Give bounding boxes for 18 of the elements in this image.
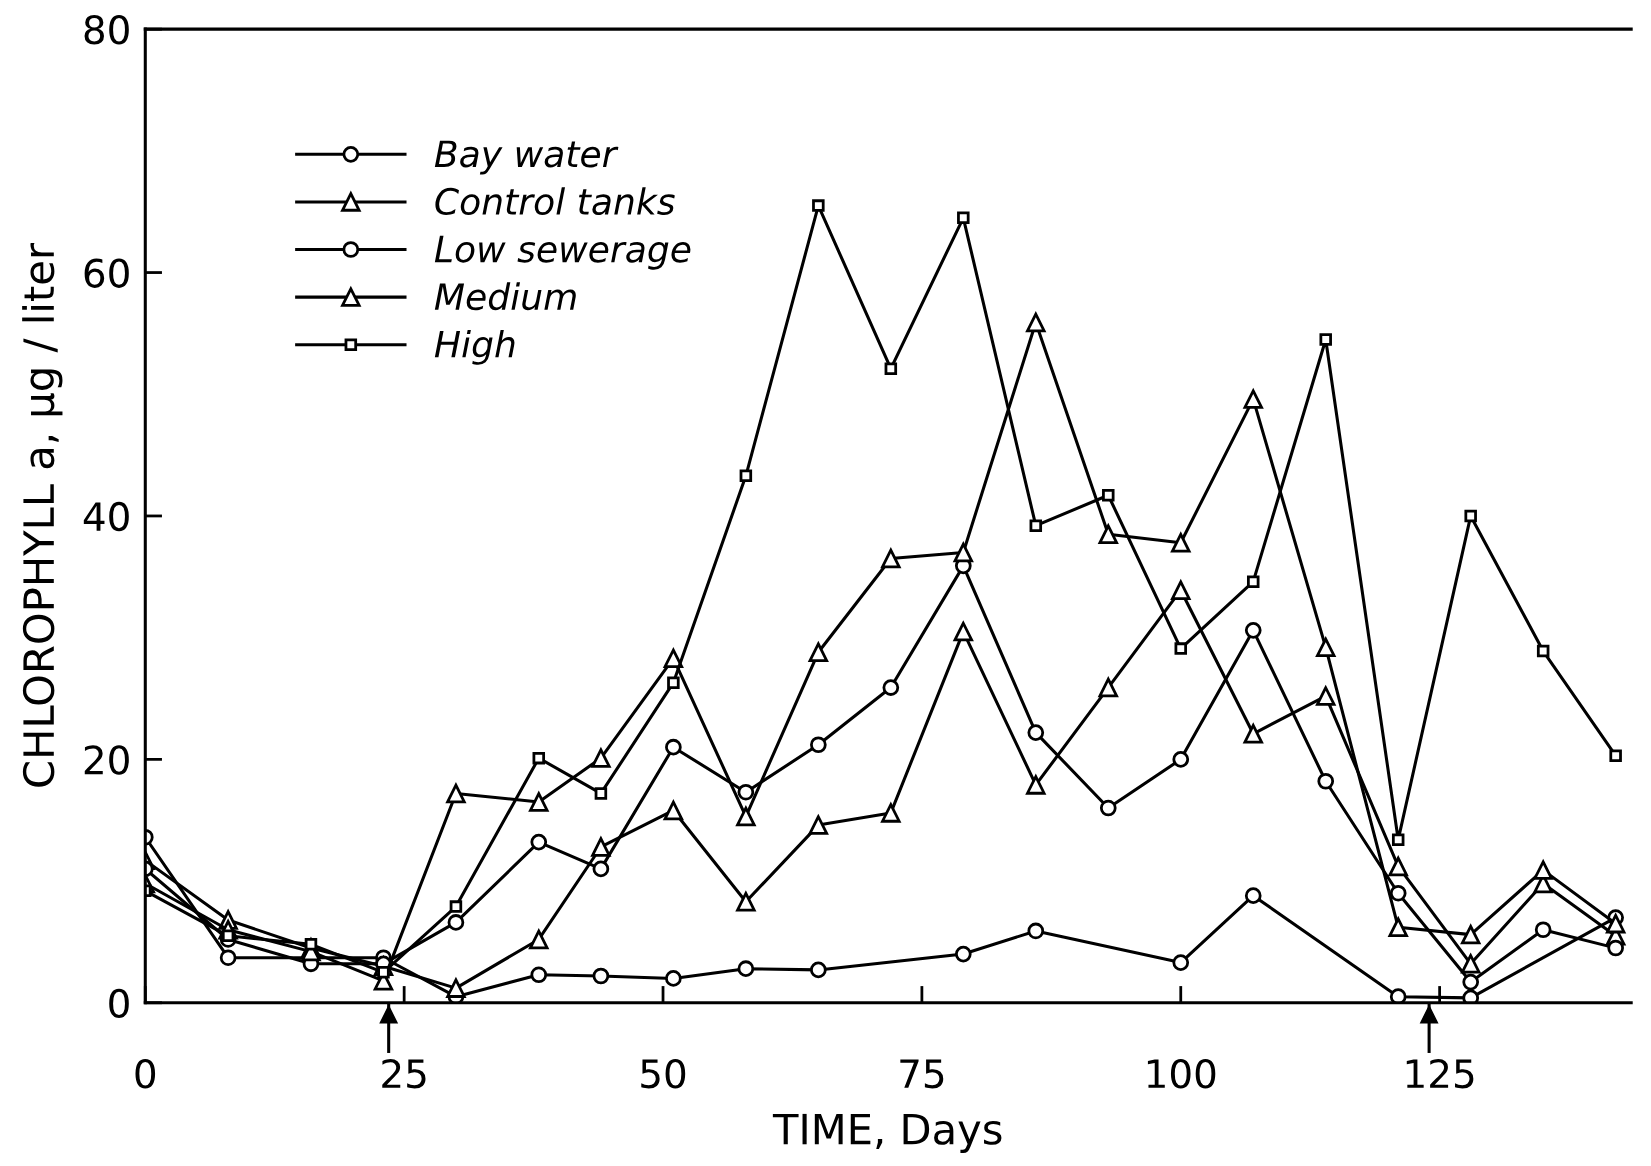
- legend-label: High: [434, 329, 515, 365]
- x-tick-label: 100: [1147, 1059, 1216, 1089]
- legend-label: Low sewerage: [434, 235, 691, 270]
- y-tick-label: 40: [83, 501, 129, 532]
- y-tick-label: 60: [84, 258, 129, 288]
- x-tick-label: 125: [1406, 1059, 1474, 1089]
- legend-label: Bay water: [434, 140, 619, 175]
- x-tick-label: 25: [382, 1059, 426, 1089]
- y-tick-label: 20: [84, 745, 129, 775]
- x-tick-label: 50: [641, 1059, 686, 1089]
- y-axis-title: CHLOROPHYLL a, μg / liter: [22, 242, 63, 787]
- x-tick-label: 75: [900, 1059, 944, 1089]
- legend-label: Control tanks: [435, 187, 675, 216]
- y-tick-label: 0: [109, 988, 129, 1019]
- x-tick-label: 0: [135, 1059, 156, 1089]
- legend-label: Medium: [434, 282, 576, 311]
- y-tick-label: 80: [84, 15, 129, 45]
- x-axis-title: TIME, Days: [772, 1113, 1002, 1153]
